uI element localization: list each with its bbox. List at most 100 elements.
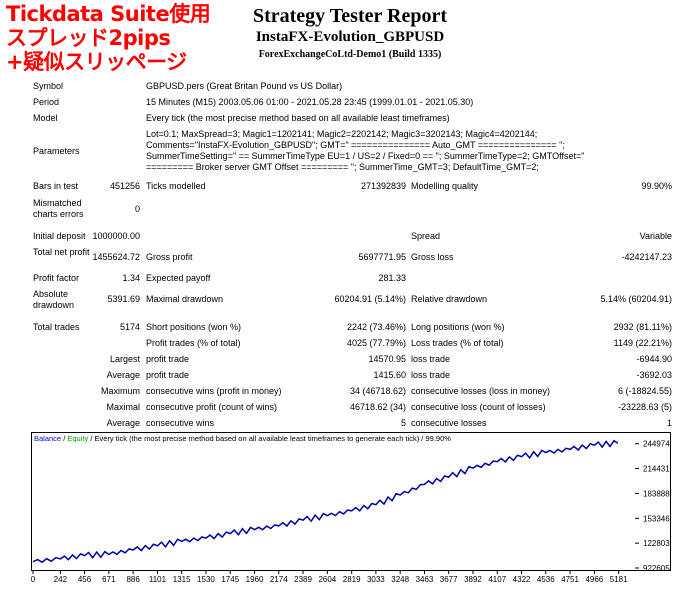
ep-label: Expected payoff	[146, 273, 211, 283]
cl-money-label: consecutive losses (loss in money)	[411, 386, 551, 396]
chart-legend: Balance / Equity / Every tick (the most …	[34, 434, 451, 443]
ea-name: InstaFX-Evolution_GBPUSD	[255, 29, 445, 45]
cw-label: consecutive wins	[146, 418, 215, 428]
short-value: 2242 (73.46%)	[346, 322, 406, 332]
pf-label: Profit factor	[33, 273, 80, 283]
cl-count-label: consecutive loss (count of losses)	[411, 402, 546, 412]
absdd-value: 5391.69	[107, 294, 140, 304]
x-axis: 0 242 456 671 886 1101 1315 1530 1745 1960 2174 238…	[31, 571, 628, 584]
legend-balance: Balance	[34, 434, 62, 443]
x-tick-label: 3677	[440, 575, 458, 584]
cl-label: consecutive losses	[411, 418, 487, 428]
grossprofit-value: 5697771.95	[358, 252, 406, 262]
x-tick-label: 1530	[197, 575, 215, 584]
model-label: Model	[33, 113, 58, 123]
x-tick-label: 0	[31, 575, 36, 584]
period-value: 15 Minutes (M15) 2003.05.06 01:00 - 2021…	[146, 97, 474, 107]
cl-money-value: 6 (-18824.55)	[617, 386, 672, 396]
quality-label: Modelling quality	[411, 181, 479, 191]
netprofit-label: Total net profit	[33, 247, 90, 257]
legend-sep: /	[61, 434, 68, 443]
x-tick-label: 3892	[464, 575, 482, 584]
x-tick-label: 4966	[585, 575, 603, 584]
maxdd-value: 60204.91 (5.14%)	[334, 294, 406, 304]
lg-loss-value: -6944.90	[636, 354, 672, 364]
balance-series-line	[32, 439, 619, 564]
ticks-value: 271392839	[360, 181, 406, 191]
cw-value: 5	[400, 418, 406, 428]
average-label: Average	[106, 370, 140, 380]
largest-label: Largest	[109, 354, 140, 364]
lg-profit-value: 14570.95	[368, 354, 406, 364]
av-profit-label: profit trade	[146, 370, 190, 380]
ticks-label: Ticks modelled	[146, 181, 206, 191]
x-tick-label: 3248	[391, 575, 409, 584]
cw-money-value: 34 (46718.62)	[349, 386, 406, 396]
overlay-caption: Tickdata Suite使用 スプレッド2pips +疑似スリッページ	[6, 2, 211, 74]
x-tick-label: 2819	[343, 575, 361, 584]
chart-svg: 922605 1228032 1533460 1838888 2144315 244974…	[31, 432, 675, 584]
absdd-label: Absolute drawdown	[33, 289, 75, 310]
x-tick-label: 886	[126, 575, 140, 584]
av-profit-value: 1415.60	[373, 370, 406, 380]
x-tick-label: 4536	[537, 575, 555, 584]
deposit-label: Initial deposit	[33, 231, 86, 241]
x-tick-label: 1101	[149, 575, 167, 584]
av-loss-value: -3692.03	[636, 370, 672, 380]
lg-loss-label: loss trade	[411, 354, 451, 364]
av-loss-label: loss trade	[411, 370, 451, 380]
grossloss-label: Gross loss	[411, 252, 454, 262]
spread-value: Variable	[639, 231, 672, 241]
cw-money-label: consecutive wins (profit in money)	[146, 386, 282, 396]
y-tick-label: 922605	[643, 564, 670, 573]
mismatch-label: Mismatched charts errors	[33, 198, 84, 219]
ltrades-label: Loss trades (% of total)	[411, 338, 504, 348]
spread-label: Spread	[411, 231, 441, 241]
reldd-value: 5.14% (60204.91)	[600, 294, 672, 304]
ptrades-label: Profit trades (% of total)	[146, 338, 241, 348]
trades-label: Total trades	[33, 322, 80, 332]
quality-value: 99.90%	[641, 181, 672, 191]
balance-chart: 922605 1228032 1533460 1838888 2144315 244974…	[31, 432, 675, 584]
legend-equity: Equity	[67, 434, 89, 443]
parameters-value: Lot=0.1; MaxSpread=3; Magic1=1202141; Ma…	[146, 129, 585, 172]
x-tick-label: 4322	[513, 575, 531, 584]
cp-count-value: 46718.62 (34)	[349, 402, 406, 412]
x-tick-label: 1315	[173, 575, 191, 584]
maximal-label: Maximal	[106, 402, 140, 412]
short-label: Short positions (won %)	[146, 322, 242, 332]
x-tick-label: 3463	[416, 575, 434, 584]
pf-value: 1.34	[122, 273, 140, 283]
reldd-label: Relative drawdown	[411, 294, 488, 304]
parameters-label: Parameters	[33, 146, 80, 156]
cl-value: 1	[666, 418, 672, 428]
report-title: Strategy Tester Report	[252, 5, 448, 27]
x-tick-label: 456	[78, 575, 92, 584]
ep-value: 281.33	[378, 273, 406, 283]
overlay-line-2: スプレッド2pips	[6, 26, 171, 50]
maxdd-label: Maximal drawdown	[146, 294, 224, 304]
overlay-line-3: +疑似スリッページ	[6, 50, 187, 74]
deposit-value: 1000000.00	[92, 231, 140, 241]
trades-value: 5174	[119, 322, 140, 332]
x-tick-label: 671	[102, 575, 116, 584]
ptrades-value: 4025 (77.79%)	[346, 338, 406, 348]
average2-label: Average	[106, 418, 140, 428]
x-tick-label: 4751	[561, 575, 579, 584]
bars-value: 451256	[109, 181, 140, 191]
model-value: Every tick (the most precise method base…	[146, 113, 450, 123]
x-tick-label: 2174	[270, 575, 288, 584]
y-tick-label: 2449743	[643, 440, 671, 449]
x-tick-label: 1960	[246, 575, 264, 584]
symbol-label: Symbol	[33, 81, 64, 91]
bars-label: Bars in test	[33, 181, 79, 191]
cl-count-value: -23228.63 (5)	[617, 402, 672, 412]
grossprofit-label: Gross profit	[146, 252, 193, 262]
netprofit-value: 1455624.72	[92, 252, 140, 262]
y-tick-label: 1228032	[643, 539, 671, 548]
x-tick-label: 1745	[221, 575, 239, 584]
cp-count-label: consecutive profit (count of wins)	[146, 402, 278, 412]
x-tick-label: 242	[54, 575, 68, 584]
maximum-label: Maximum	[100, 386, 140, 396]
long-label: Long positions (won %)	[411, 322, 505, 332]
